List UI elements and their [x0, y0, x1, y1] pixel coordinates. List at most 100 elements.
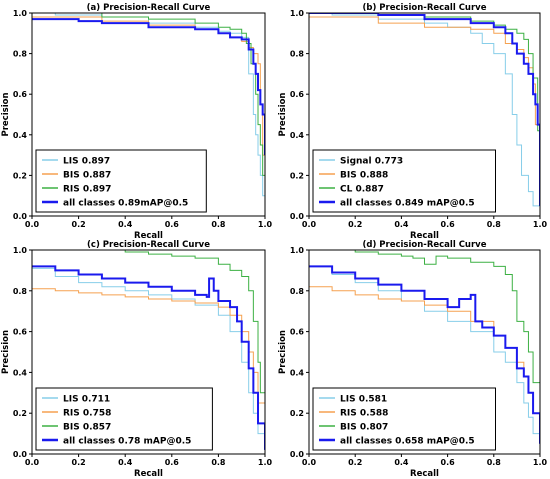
- legend-label: all classes 0.78 mAP@0.5: [63, 437, 191, 447]
- y-tick-label: 0.4: [13, 131, 28, 140]
- legend-label: BIS 0.807: [340, 423, 388, 433]
- x-tick-label: 0.4: [394, 220, 409, 229]
- x-tick-label: 1.0: [258, 220, 273, 229]
- legend-box: [35, 387, 213, 451]
- x-tick-label: 0.4: [394, 458, 409, 467]
- chart-panel-0: (a) Precision-Recall Curve 0.0 0.2 0.4 0.6 0.…: [1, 3, 273, 241]
- chart-title: (a) Precision-Recall Curve: [87, 3, 211, 13]
- x-tick-label: 0.6: [165, 220, 180, 229]
- x-tick-label: 1.0: [533, 458, 548, 467]
- legend-label: BIS 0.857: [63, 423, 111, 433]
- legend-label: RIS 0.758: [63, 409, 111, 419]
- legend: LIS 0.581 RIS 0.588 BIS 0.807 all classes 0…: [312, 387, 496, 451]
- y-tick-label: 0.2: [290, 409, 304, 418]
- legend-label: CL 0.887: [340, 185, 384, 195]
- x-tick-label: 0.8: [211, 220, 226, 229]
- y-tick-label: 0.6: [13, 328, 28, 337]
- legend-box: [312, 387, 496, 451]
- y-tick-label: 0.0: [290, 450, 305, 459]
- chart-title: (c) Precision-Recall Curve: [87, 240, 210, 250]
- x-axis-label: Recall: [410, 469, 439, 479]
- legend: LIS 0.711 RIS 0.758 BIS 0.857 all classes 0…: [35, 387, 213, 451]
- y-axis-label: Precision: [1, 92, 11, 136]
- chart-title: (b) Precision-Recall Curve: [362, 3, 486, 13]
- legend: Signal 0.773 BIS 0.888 CL 0.887 all classes…: [312, 149, 496, 213]
- x-axis-label: Recall: [134, 469, 163, 479]
- legend-label: LIS 0.897: [63, 157, 110, 167]
- y-tick-label: 0.8: [290, 50, 305, 59]
- series-line-3: [309, 13, 540, 206]
- x-tick-label: 0.0: [302, 220, 317, 229]
- series-line-2: [309, 250, 540, 424]
- legend-label: BIS 0.888: [340, 171, 388, 181]
- y-tick-label: 0.0: [290, 212, 305, 221]
- x-axis-label: Recall: [134, 231, 163, 241]
- series-line-0: [32, 267, 265, 450]
- y-tick-label: 0.8: [290, 287, 305, 296]
- legend-label: RIS 0.897: [63, 185, 111, 195]
- legend-box: [35, 149, 207, 213]
- plot-frame: [308, 249, 541, 455]
- y-tick-label: 0.2: [290, 171, 304, 180]
- y-axis-label: Precision: [278, 330, 288, 374]
- x-tick-label: 0.4: [118, 220, 133, 229]
- legend-label: RIS 0.588: [340, 409, 388, 419]
- x-axis-label: Recall: [410, 231, 439, 241]
- x-tick-label: 0.8: [487, 220, 502, 229]
- series-line-2: [32, 250, 265, 444]
- y-tick-label: 1.0: [13, 9, 28, 18]
- series-line-0: [309, 13, 540, 216]
- series-line-0: [309, 265, 540, 444]
- x-tick-label: 0.8: [211, 458, 226, 467]
- y-tick-label: 0.6: [13, 90, 28, 99]
- x-tick-label: 0.6: [441, 458, 456, 467]
- x-tick-label: 0.2: [72, 220, 86, 229]
- chart-title: (d) Precision-Recall Curve: [362, 240, 486, 250]
- y-tick-label: 0.0: [13, 212, 28, 221]
- legend-label: LIS 0.711: [63, 395, 110, 405]
- series-line-3: [32, 265, 265, 450]
- plot-frame: [31, 249, 266, 455]
- chart-panel-3: (d) Precision-Recall Curve 0.0 0.2 0.4 0.6 0.…: [278, 240, 548, 479]
- legend-label: all classes 0.849 mAP@0.5: [340, 199, 475, 209]
- series-group: [309, 250, 540, 444]
- x-tick-label: 0.8: [487, 458, 502, 467]
- chart-panel-2: (c) Precision-Recall Curve 0.0 0.2 0.4 0.6 0.…: [1, 240, 273, 479]
- series-line-3: [32, 18, 265, 156]
- y-tick-label: 0.4: [290, 368, 305, 377]
- x-tick-label: 0.2: [72, 458, 86, 467]
- y-axis-label: Precision: [278, 92, 288, 136]
- series-line-2: [32, 13, 265, 216]
- y-tick-label: 0.8: [13, 287, 28, 296]
- legend-label: BIS 0.887: [63, 171, 111, 181]
- x-tick-label: 1.0: [533, 220, 548, 229]
- x-tick-label: 0.6: [165, 458, 180, 467]
- y-tick-label: 0.0: [13, 450, 28, 459]
- x-tick-label: 0.2: [348, 458, 362, 467]
- chart-panel-1: (b) Precision-Recall Curve 0.0 0.2 0.4 0.6 0.…: [278, 3, 548, 241]
- y-tick-label: 0.6: [290, 90, 305, 99]
- y-tick-label: 0.2: [13, 171, 27, 180]
- x-tick-label: 0.0: [302, 458, 317, 467]
- x-tick-label: 0.2: [348, 220, 362, 229]
- x-tick-label: 0.4: [118, 458, 133, 467]
- plot-frame: [308, 12, 541, 217]
- legend-label: LIS 0.581: [340, 395, 387, 405]
- y-tick-label: 1.0: [290, 246, 305, 255]
- series-group: [32, 250, 265, 450]
- x-tick-label: 0.0: [25, 220, 40, 229]
- y-tick-label: 0.4: [290, 131, 305, 140]
- y-tick-label: 0.6: [290, 328, 305, 337]
- y-tick-label: 0.4: [13, 368, 28, 377]
- series-group: [32, 13, 265, 216]
- series-line-3: [309, 265, 540, 444]
- series-line-1: [32, 288, 265, 448]
- legend: LIS 0.897 BIS 0.887 RIS 0.897 all classes 0…: [35, 149, 207, 213]
- legend-label: Signal 0.773: [340, 157, 403, 167]
- y-tick-label: 1.0: [290, 9, 305, 18]
- legend-label: all classes 0.658 mAP@0.5: [340, 437, 475, 447]
- x-tick-label: 1.0: [258, 458, 273, 467]
- plot-frame: [31, 12, 266, 217]
- series-group: [309, 13, 540, 216]
